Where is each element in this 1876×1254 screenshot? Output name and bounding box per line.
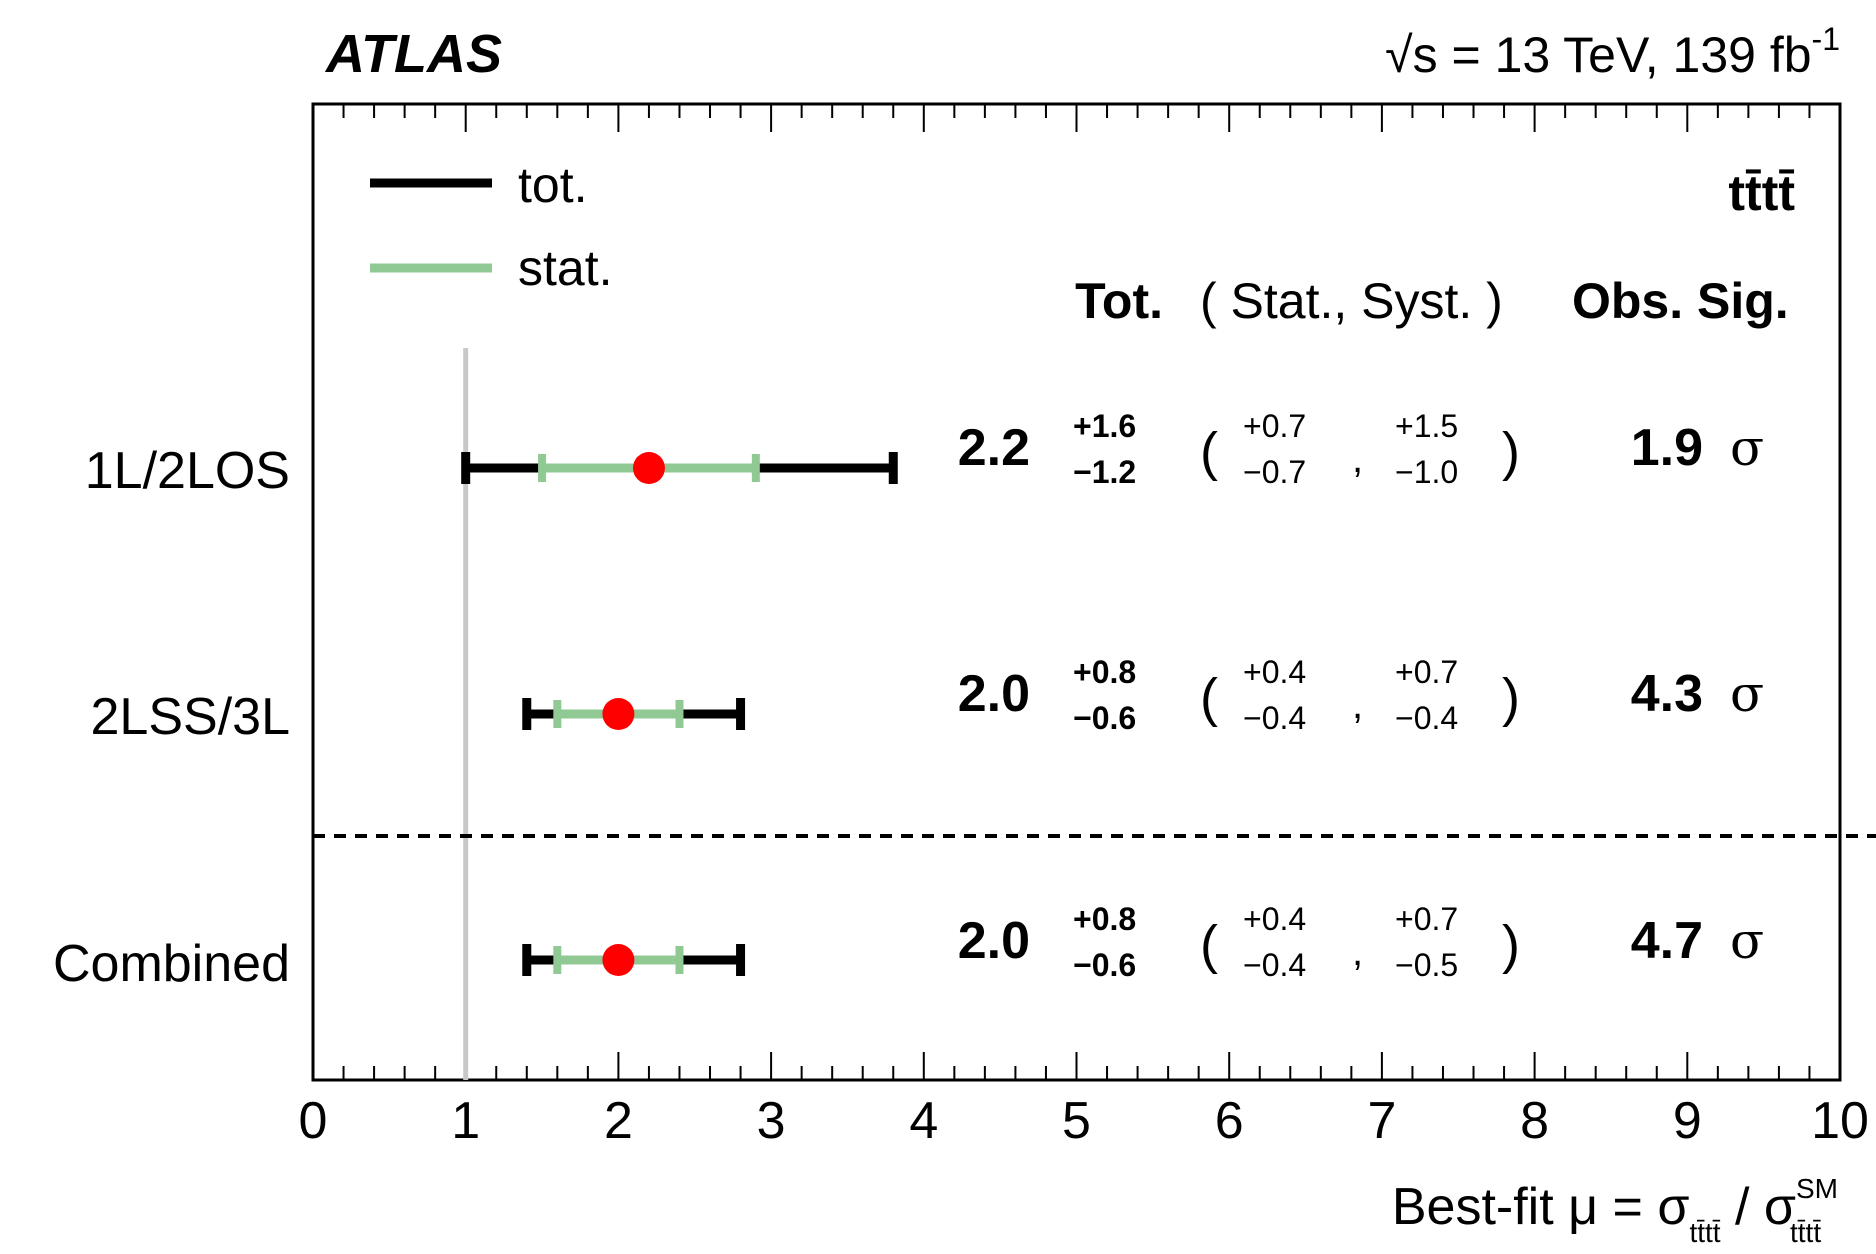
experiment-label: ATLAS <box>324 24 502 84</box>
row-comma: , <box>1352 683 1363 727</box>
sqrt-symbol: √ <box>1385 27 1413 83</box>
process-label: tt̄tt̄ <box>1728 165 1795 221</box>
best-fit-marker <box>602 944 635 976</box>
xlabel-slash: / σ <box>1721 1178 1796 1236</box>
row-syst-up: +0.7 <box>1395 654 1458 690</box>
row-syst-down: −0.4 <box>1395 700 1458 736</box>
row-syst-up: +0.7 <box>1395 901 1458 937</box>
row-open-paren: ( <box>1200 915 1218 975</box>
row-open-paren: ( <box>1200 422 1218 482</box>
x-tick-label: 9 <box>1673 1092 1702 1150</box>
x-tick-labels: 0 1 2 3 4 5 6 7 8 9 10 <box>299 1092 1869 1150</box>
row-tot-up: +1.6 <box>1073 408 1136 444</box>
x-tick-label: 2 <box>604 1092 633 1150</box>
row-sigma-unit: σ <box>1730 419 1764 477</box>
axis-ticks <box>312 104 1841 1080</box>
x-tick-label: 7 <box>1367 1092 1396 1150</box>
chart-marks <box>461 452 898 976</box>
row-combined: Combined 2.0 +0.8 −0.6 ( +0.4 −0.4 , +0.… <box>53 901 1764 993</box>
x-tick-label: 4 <box>909 1092 938 1150</box>
xlabel-sub1: tt̄tt̄ <box>1689 1217 1720 1248</box>
row-syst-down: −0.5 <box>1395 947 1458 983</box>
xlabel-sub2: tt̄tt̄ <box>1790 1217 1821 1248</box>
row-tot-up: +0.8 <box>1073 901 1136 937</box>
row-syst-up: +1.5 <box>1395 408 1458 444</box>
row-sigma-unit: σ <box>1730 912 1764 970</box>
sqrt-variable: s <box>1413 27 1438 83</box>
row-obs-sig: 4.7 <box>1631 912 1703 970</box>
row-stat-up: +0.4 <box>1243 654 1306 690</box>
row-stat-up: +0.7 <box>1243 408 1306 444</box>
best-fit-marker <box>602 698 635 730</box>
row-value: 2.0 <box>958 912 1030 970</box>
row-label: 1L/2LOS <box>85 442 290 500</box>
lumi-exponent: -1 <box>1812 21 1840 57</box>
row-tot-up: +0.8 <box>1073 654 1136 690</box>
row-label: 2LSS/3L <box>91 688 291 746</box>
row-sigma-unit: σ <box>1730 665 1764 723</box>
row-obs-sig: 1.9 <box>1631 419 1703 477</box>
row-obs-sig: 4.3 <box>1631 665 1703 723</box>
row-comma: , <box>1352 930 1363 974</box>
column-header-obs-sig: Obs. Sig. <box>1572 273 1789 329</box>
x-tick-label: 10 <box>1811 1092 1869 1150</box>
row-tot-down: −0.6 <box>1073 700 1136 736</box>
row-label: Combined <box>53 935 290 993</box>
energy-lumi-label: √s = 13 TeV, 139 fb-1 <box>1385 21 1840 83</box>
row-tot-down: −1.2 <box>1073 454 1136 490</box>
row-stat-up: +0.4 <box>1243 901 1306 937</box>
x-tick-label: 5 <box>1062 1092 1091 1150</box>
row-value: 2.2 <box>958 419 1030 477</box>
row-2lss3l: 2LSS/3L 2.0 +0.8 −0.6 ( +0.4 −0.4 , +0.7… <box>91 654 1765 746</box>
x-axis-label: Best-fit μ = σtt̄tt̄ / σSM tt̄tt̄ <box>1392 1173 1838 1248</box>
row-close-paren: ) <box>1502 915 1520 975</box>
x-tick-label: 8 <box>1520 1092 1549 1150</box>
xlabel-sup2: SM <box>1796 1173 1838 1204</box>
row-open-paren: ( <box>1200 668 1218 728</box>
row-stat-down: −0.4 <box>1243 700 1306 736</box>
x-tick-label: 0 <box>299 1092 328 1150</box>
row-tot-down: −0.6 <box>1073 947 1136 983</box>
row-comma: , <box>1352 437 1363 481</box>
xlabel-prefix: Best-fit μ = σ <box>1392 1178 1690 1236</box>
x-tick-label: 3 <box>757 1092 786 1150</box>
best-fit-marker <box>632 452 665 484</box>
row-syst-down: −1.0 <box>1395 454 1458 490</box>
row-close-paren: ) <box>1502 668 1520 728</box>
legend-stat-label: stat. <box>518 240 612 296</box>
x-tick-label: 6 <box>1215 1092 1244 1150</box>
column-header-stat-syst: ( Stat., Syst. ) <box>1200 273 1503 329</box>
legend-tot-label: tot. <box>518 157 587 213</box>
column-header-tot: Tot. <box>1075 273 1163 329</box>
x-tick-label: 1 <box>451 1092 480 1150</box>
row-stat-down: −0.4 <box>1243 947 1306 983</box>
row-1l2los: 1L/2LOS 2.2 +1.6 −1.2 ( +0.7 −0.7 , +1.5… <box>85 408 1764 500</box>
row-close-paren: ) <box>1502 422 1520 482</box>
row-value: 2.0 <box>958 665 1030 723</box>
row-stat-down: −0.7 <box>1243 454 1306 490</box>
energy-text: = 13 TeV, 139 fb <box>1438 27 1812 83</box>
